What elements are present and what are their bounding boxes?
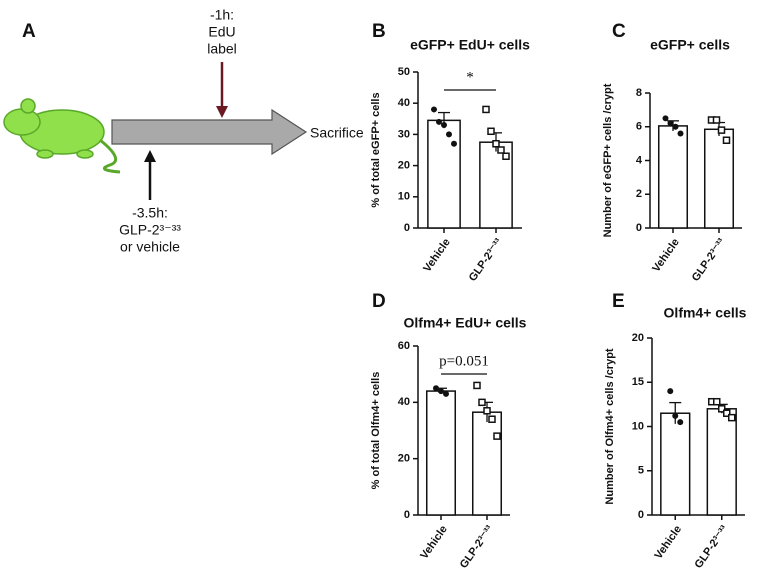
data-point bbox=[451, 140, 457, 147]
data-point bbox=[473, 381, 481, 390]
y-tick-label: 60 bbox=[398, 340, 410, 352]
data-point bbox=[713, 397, 721, 406]
chart-title: eGFP+ EdU+ cells bbox=[410, 37, 530, 53]
data-point bbox=[672, 123, 679, 130]
data-point bbox=[667, 388, 674, 395]
edu-text: label bbox=[207, 41, 237, 57]
data-point bbox=[441, 122, 447, 129]
data-point bbox=[662, 115, 669, 122]
panel-label: A bbox=[22, 21, 36, 42]
data-point bbox=[438, 388, 444, 395]
data-point bbox=[728, 413, 736, 422]
y-axis-label: % of total eGFP+ cells bbox=[370, 92, 382, 207]
data-point bbox=[677, 130, 684, 137]
data-point bbox=[672, 412, 679, 419]
data-point bbox=[431, 106, 437, 113]
y-tick-label: 4 bbox=[636, 154, 643, 166]
bar bbox=[657, 125, 689, 229]
y-tick-label: 0 bbox=[636, 222, 642, 234]
data-point bbox=[488, 415, 496, 423]
y-axis-label: Number of Olfm4+ cells /crypt bbox=[604, 348, 616, 505]
panel-label: E bbox=[612, 291, 625, 312]
chart-title: eGFP+ cells bbox=[650, 37, 730, 53]
x-tick-label: Vehicle bbox=[650, 237, 682, 275]
bar bbox=[471, 411, 503, 516]
y-tick-label: 6 bbox=[636, 121, 642, 133]
x-tick-label: Vehicle bbox=[418, 524, 450, 562]
data-point bbox=[487, 127, 495, 136]
y-tick-label: 40 bbox=[398, 396, 410, 408]
timeline-arrow bbox=[111, 108, 308, 156]
y-tick-label: 8 bbox=[636, 87, 642, 99]
y-axis-label: Number of eGFP+ cells /crypt bbox=[602, 83, 614, 237]
data-point bbox=[667, 120, 674, 127]
y-tick-label: 15 bbox=[632, 376, 644, 388]
y-tick-label: 50 bbox=[398, 66, 410, 78]
data-point bbox=[433, 385, 439, 392]
bar bbox=[703, 128, 735, 229]
bar bbox=[425, 390, 457, 516]
y-tick-label: 20 bbox=[398, 160, 410, 172]
significance-label: p=0.051 bbox=[439, 353, 489, 369]
data-point bbox=[677, 419, 684, 426]
y-tick-label: 10 bbox=[398, 191, 410, 203]
data-point bbox=[443, 390, 449, 397]
panel-a: A Sacrifice -1h: EdU label -3.5h: GLP-2³… bbox=[3, 7, 364, 255]
y-tick-label: 20 bbox=[632, 332, 644, 344]
data-point bbox=[717, 126, 726, 134]
bar bbox=[706, 408, 737, 516]
x-tick-label: GLP-2³⁻³³ bbox=[467, 236, 505, 283]
treat-arrowhead bbox=[144, 150, 156, 162]
mouse-icon bbox=[3, 98, 121, 174]
y-tick-label: 0 bbox=[404, 222, 410, 234]
significance-label: * bbox=[466, 69, 474, 85]
bar bbox=[660, 412, 691, 516]
y-axis-label: % of total Olfm4+ cells bbox=[370, 372, 382, 490]
treat-time: -3.5h: bbox=[132, 205, 168, 221]
data-point bbox=[483, 407, 491, 415]
x-tick-label: GLP-2³⁻³³ bbox=[690, 236, 728, 283]
edu-time: -1h: bbox=[210, 7, 234, 23]
panel-label: D bbox=[372, 291, 386, 312]
chart-title: Olfm4+ EdU+ cells bbox=[404, 315, 527, 331]
y-tick-label: 5 bbox=[638, 465, 644, 477]
data-point bbox=[718, 405, 726, 413]
bar bbox=[427, 119, 461, 229]
x-tick-label: Vehicle bbox=[653, 524, 685, 562]
y-tick-label: 10 bbox=[632, 420, 644, 432]
treat-text: GLP-2³⁻³³ bbox=[119, 222, 181, 238]
y-tick-label: 0 bbox=[404, 509, 410, 521]
x-tick-label: GLP-2³⁻³³ bbox=[693, 523, 731, 568]
data-point bbox=[436, 118, 442, 125]
data-point bbox=[493, 432, 501, 440]
edu-text: EdU bbox=[208, 24, 235, 40]
data-point bbox=[497, 146, 505, 154]
data-point bbox=[446, 131, 452, 138]
y-tick-label: 30 bbox=[398, 128, 410, 140]
data-point bbox=[722, 136, 731, 144]
edu-arrowhead bbox=[216, 106, 228, 118]
data-point bbox=[502, 152, 510, 160]
data-point bbox=[492, 140, 500, 148]
treat-text: or vehicle bbox=[120, 239, 180, 255]
data-point bbox=[723, 409, 731, 417]
y-tick-label: 2 bbox=[636, 188, 642, 200]
panel-label: C bbox=[612, 21, 626, 42]
chart-title: Olfm4+ cells bbox=[664, 305, 747, 321]
data-point bbox=[478, 398, 486, 407]
data-point bbox=[712, 116, 721, 124]
y-tick-label: 20 bbox=[398, 453, 410, 465]
data-point bbox=[482, 105, 490, 114]
x-tick-label: Vehicle bbox=[421, 237, 453, 275]
y-tick-label: 0 bbox=[638, 509, 644, 521]
end-label: Sacrifice bbox=[310, 125, 364, 141]
y-tick-label: 40 bbox=[398, 97, 410, 109]
x-tick-label: GLP-2³⁻³³ bbox=[458, 523, 496, 568]
panel-label: B bbox=[372, 21, 386, 42]
